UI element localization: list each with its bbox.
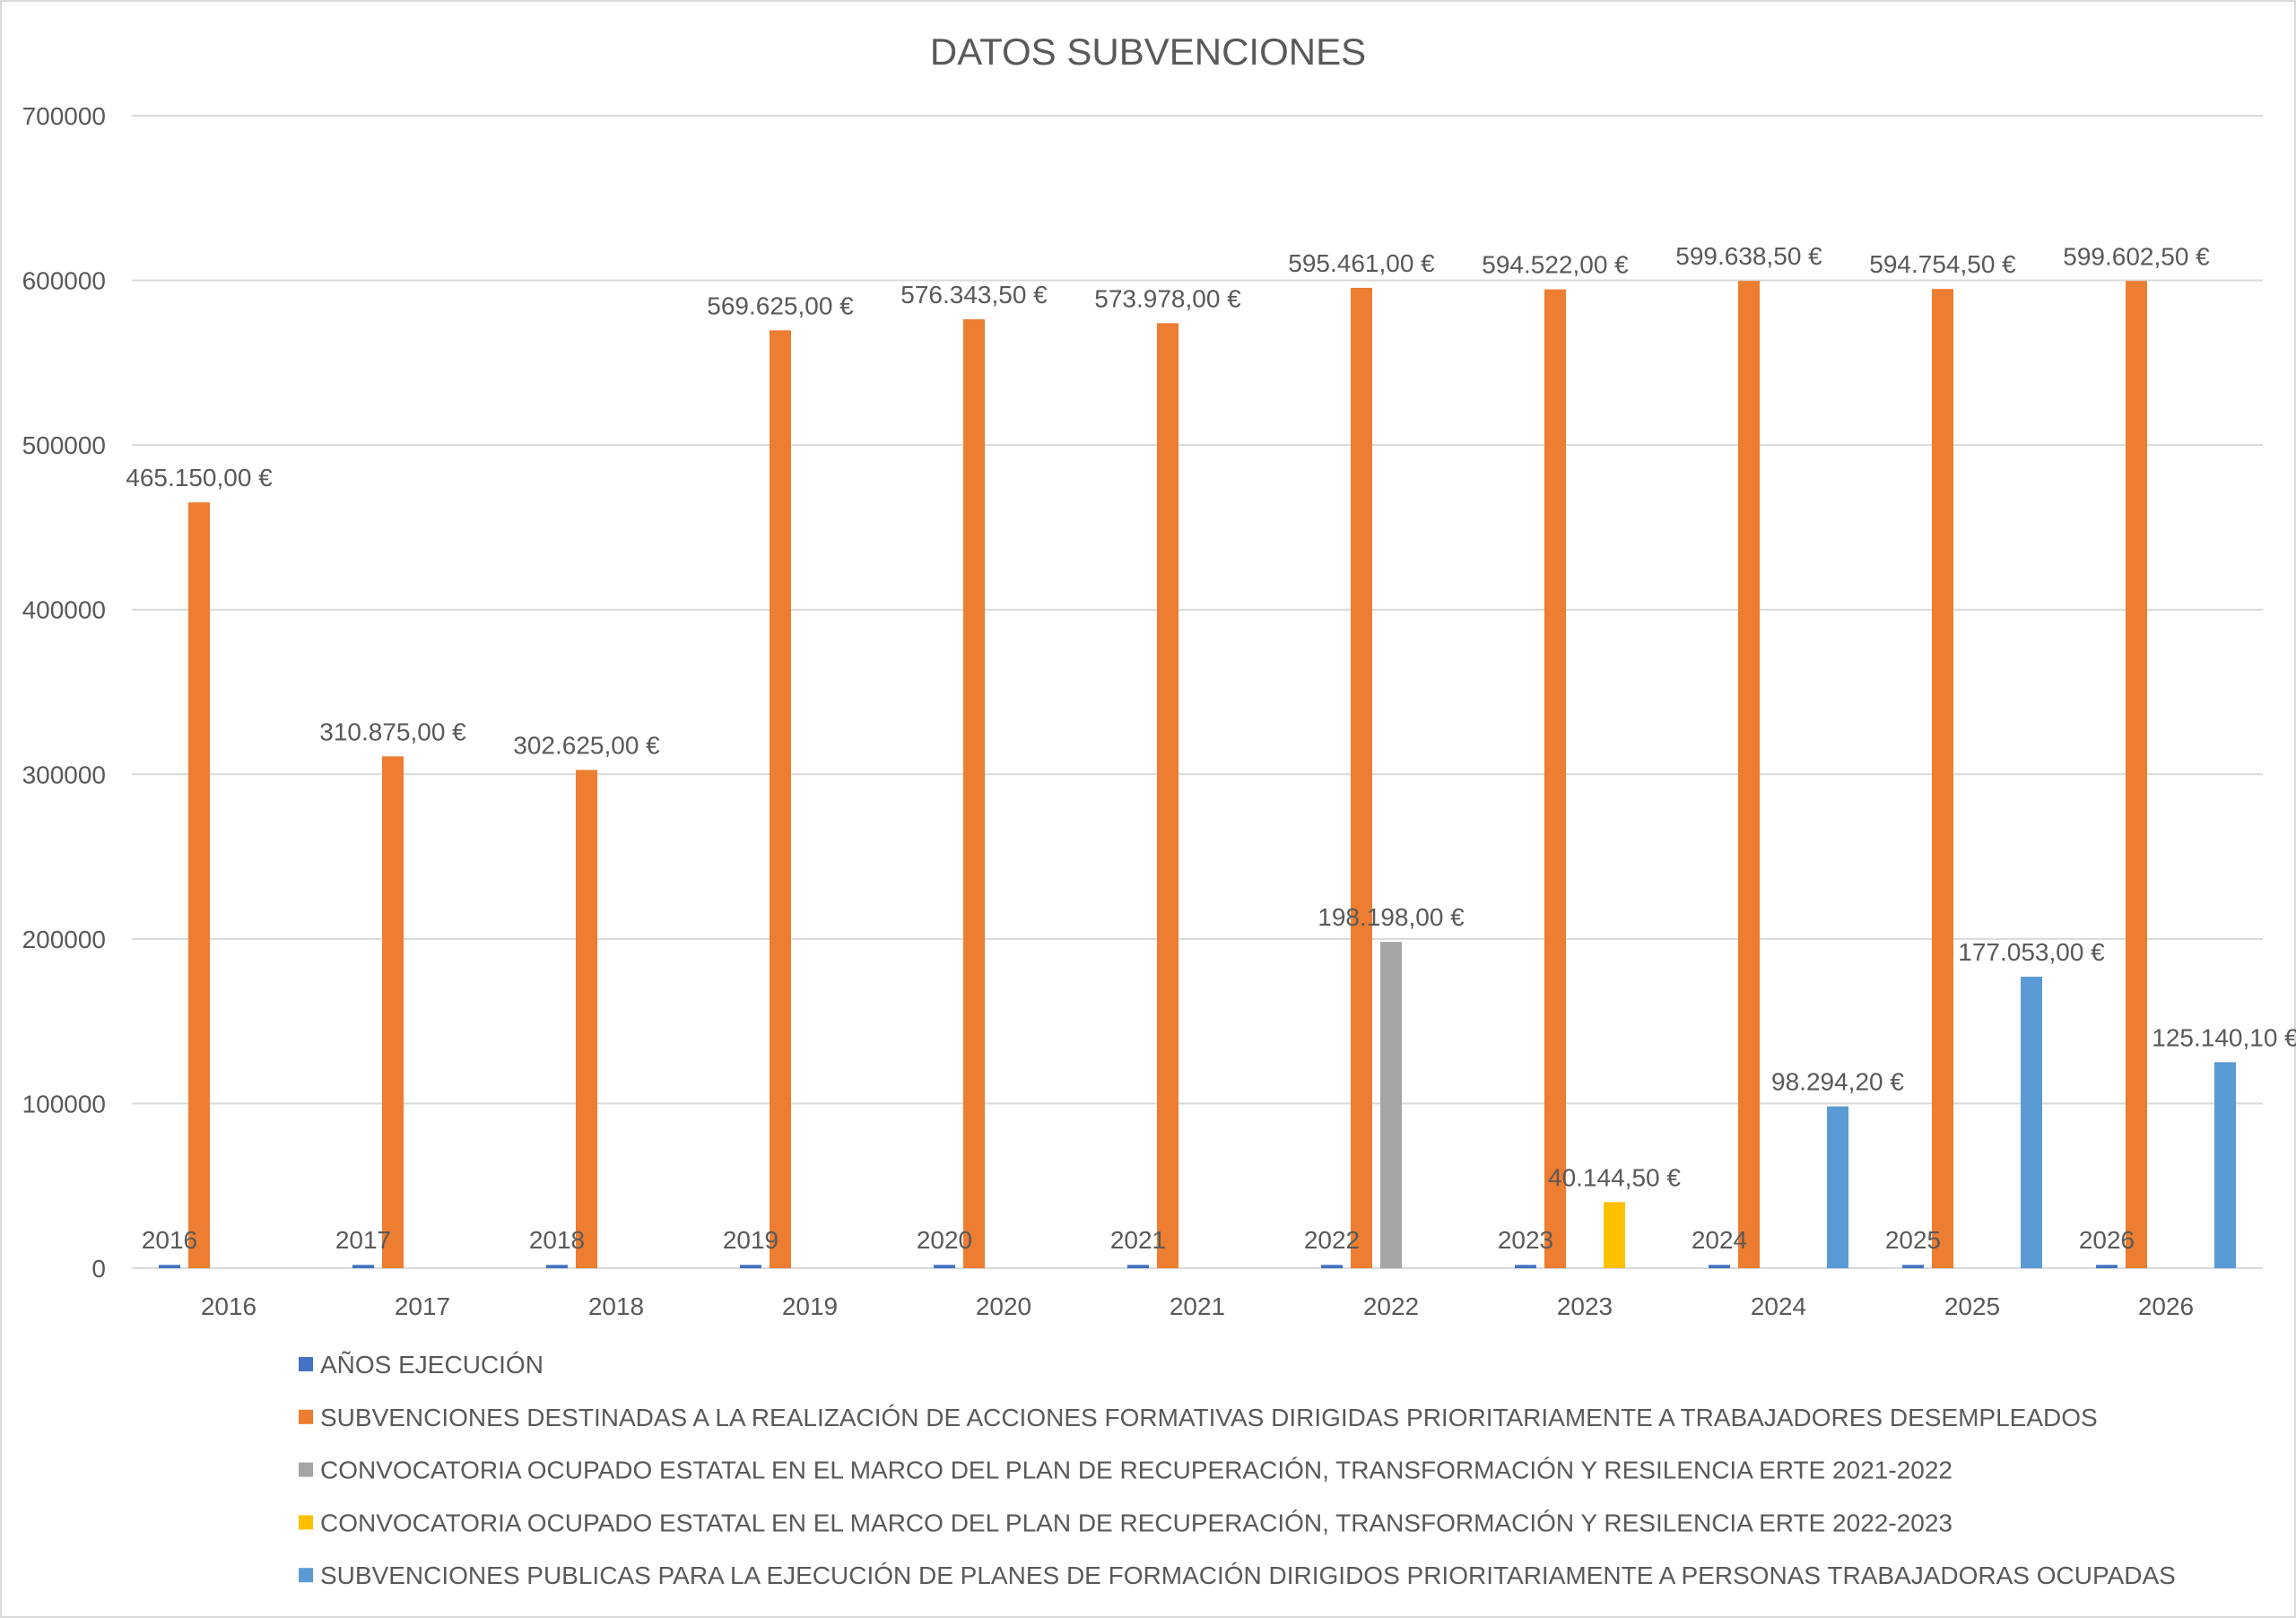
bar (963, 318, 985, 1268)
data-label: 2023 (1498, 1226, 1553, 1254)
bar (934, 1265, 955, 1268)
bar (1709, 1265, 1730, 1268)
bar (1380, 942, 1402, 1268)
x-tick-label: 2022 (1363, 1292, 1419, 1320)
y-tick-label: 700000 (22, 102, 106, 130)
data-label: 2018 (529, 1226, 585, 1254)
x-tick-label: 2023 (1557, 1292, 1613, 1320)
legend-swatch (299, 1357, 313, 1371)
legend-label: CONVOCATORIA OCUPADO ESTATAL EN EL MARCO… (320, 1509, 1952, 1536)
bar (1127, 1265, 1149, 1268)
data-label: 2019 (723, 1226, 778, 1254)
x-tick-label: 2016 (201, 1292, 257, 1320)
bar (1321, 1265, 1343, 1268)
bar (1827, 1106, 1848, 1268)
data-label: 576.343,50 € (900, 281, 1048, 309)
bar (159, 1265, 180, 1268)
data-label: 2020 (917, 1226, 972, 1254)
x-axis-ticks: 2016 2017 2018 2019 2020 2021 2022 2023 2024 2025… (201, 1292, 2194, 1320)
y-tick-label: 400000 (22, 596, 106, 624)
data-label: 595.461,00 € (1288, 249, 1435, 277)
data-label: 2016 (142, 1226, 197, 1254)
data-label: 125.140,10 € (2152, 1023, 2296, 1051)
data-label: 98.294,20 € (1771, 1068, 1904, 1096)
bar (1515, 1265, 1536, 1268)
data-label: 2022 (1304, 1226, 1360, 1254)
legend-label: SUBVENCIONES PUBLICAS PARA LA EJECUCIÓN … (320, 1561, 2176, 1589)
bar (2214, 1062, 2236, 1268)
y-tick-label: 0 (91, 1255, 106, 1283)
bar (740, 1265, 761, 1268)
data-label: 594.754,50 € (1869, 250, 2016, 278)
x-tick-label: 2021 (1170, 1292, 1225, 1320)
x-tick-label: 2026 (2138, 1292, 2194, 1320)
data-label: 599.638,50 € (1675, 242, 1822, 270)
bar (1604, 1202, 1625, 1268)
data-label: 177.053,00 € (1958, 938, 2105, 966)
data-label: 465.150,00 € (126, 464, 273, 491)
data-label: 302.625,00 € (513, 731, 660, 759)
data-label: 2021 (1110, 1226, 1166, 1254)
bar (1157, 323, 1178, 1269)
bar (1351, 287, 1372, 1268)
bar (770, 330, 791, 1268)
data-label: 310.875,00 € (319, 718, 466, 745)
x-tick-label: 2024 (1751, 1292, 1806, 1320)
data-label: 2026 (2079, 1226, 2135, 1254)
bar (2096, 1265, 2118, 1268)
legend-label: AÑOS EJECUCIÓN (320, 1351, 544, 1379)
bar (576, 770, 597, 1268)
data-label: 599.602,50 € (2063, 242, 2210, 270)
data-labels: 2016 465.150,00 € 2017 310.875,00 € 2018 302.… (126, 242, 2296, 1254)
x-tick-label: 2019 (782, 1292, 838, 1320)
data-label: 40.144,50 € (1548, 1163, 1681, 1191)
data-label: 569.625,00 € (707, 291, 854, 319)
legend-swatch (299, 1462, 313, 1477)
x-tick-label: 2020 (976, 1292, 1031, 1320)
legend-swatch (299, 1515, 313, 1530)
bar (382, 756, 404, 1268)
bar (2126, 281, 2147, 1268)
legend-swatch (299, 1568, 313, 1583)
y-tick-label: 100000 (22, 1090, 106, 1118)
y-tick-label: 300000 (22, 761, 106, 788)
bars (159, 281, 2236, 1269)
y-tick-label: 600000 (22, 267, 106, 295)
legend-label: CONVOCATORIA OCUPADO ESTATAL EN EL MARCO… (320, 1457, 1952, 1484)
bar (1932, 289, 1953, 1268)
x-tick-label: 2018 (588, 1292, 644, 1320)
bar (352, 1265, 374, 1268)
data-label: 594.522,00 € (1482, 251, 1629, 279)
bar (188, 502, 210, 1268)
legend-swatch (299, 1409, 313, 1424)
y-tick-label: 500000 (22, 431, 106, 459)
y-tick-label: 200000 (22, 926, 106, 953)
data-label: 2025 (1885, 1226, 1941, 1254)
bar (1544, 289, 1566, 1269)
legend-label: SUBVENCIONES DESTINADAS A LA REALIZACIÓN… (320, 1404, 2098, 1431)
data-label: 198.198,00 € (1318, 903, 1465, 931)
bar (1738, 281, 1760, 1268)
bar (2021, 976, 2042, 1268)
data-label: 2024 (1692, 1226, 1747, 1254)
y-axis-ticks: 0 100000 200000 300000 400000 500000 600000 700… (22, 102, 106, 1283)
x-tick-label: 2025 (1944, 1292, 2000, 1320)
data-label: 2017 (335, 1226, 391, 1254)
bar (1902, 1265, 1924, 1268)
x-tick-label: 2017 (395, 1292, 450, 1320)
bar (546, 1265, 568, 1268)
chart-title: DATOS SUBVENCIONES (930, 30, 1366, 73)
data-label: 573.978,00 € (1094, 284, 1241, 312)
legend: AÑOS EJECUCIÓN SUBVENCIONES DESTINADAS A … (299, 1351, 2176, 1589)
